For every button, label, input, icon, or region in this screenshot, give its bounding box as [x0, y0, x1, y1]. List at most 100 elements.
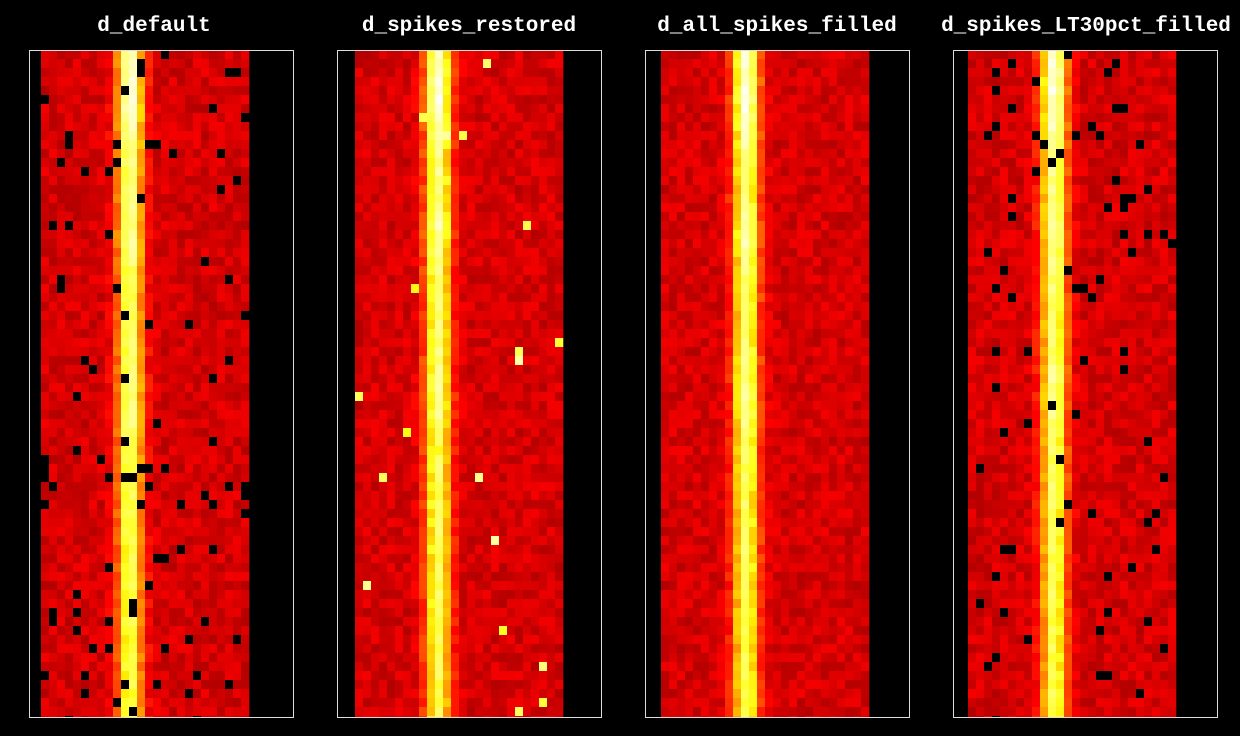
pixel — [749, 77, 757, 86]
pixel — [523, 572, 531, 581]
pixel — [483, 50, 491, 59]
pixel — [693, 284, 701, 293]
pixel — [661, 311, 669, 320]
pixel — [185, 68, 193, 77]
pixel — [395, 590, 403, 599]
pixel — [185, 563, 193, 572]
pixel — [41, 482, 49, 491]
pixel — [145, 320, 153, 329]
pixel — [379, 572, 387, 581]
pixel — [121, 293, 129, 302]
pixel — [65, 518, 73, 527]
pixel — [725, 185, 733, 194]
pixel — [113, 275, 121, 284]
pixel — [145, 608, 153, 617]
pixel — [861, 356, 869, 365]
pixel — [57, 383, 65, 392]
pixel — [451, 554, 459, 563]
pixel — [129, 491, 137, 500]
pixel — [185, 149, 193, 158]
pixel — [161, 554, 169, 563]
pixel — [57, 329, 65, 338]
pixel — [121, 662, 129, 671]
pixel — [81, 392, 89, 401]
pixel — [435, 599, 443, 608]
pixel — [113, 167, 121, 176]
pixel — [443, 410, 451, 419]
pixel — [451, 311, 459, 320]
pixel — [363, 59, 371, 68]
pixel — [491, 419, 499, 428]
pixel — [861, 374, 869, 383]
pixel — [225, 356, 233, 365]
pixel — [765, 59, 773, 68]
pixel — [403, 554, 411, 563]
pixel — [515, 374, 523, 383]
pixel — [113, 545, 121, 554]
pixel — [355, 68, 363, 77]
pixel — [459, 437, 467, 446]
pixel — [145, 203, 153, 212]
pixel — [145, 545, 153, 554]
pixel — [451, 122, 459, 131]
pixel — [701, 212, 709, 221]
pixel — [113, 383, 121, 392]
pixel — [49, 230, 57, 239]
pixel — [49, 401, 57, 410]
pixel — [411, 392, 419, 401]
pixel — [41, 410, 49, 419]
pixel — [225, 581, 233, 590]
pixel — [515, 230, 523, 239]
pixel — [193, 608, 201, 617]
pixel — [555, 347, 563, 356]
pixel — [387, 158, 395, 167]
pixel — [773, 365, 781, 374]
pixel — [97, 104, 105, 113]
pixel — [547, 572, 555, 581]
pixel — [443, 554, 451, 563]
pixel — [403, 284, 411, 293]
pixel — [129, 464, 137, 473]
pixel — [757, 284, 765, 293]
pixel — [789, 158, 797, 167]
pixel — [733, 68, 741, 77]
pixel — [233, 212, 241, 221]
pixel — [355, 194, 363, 203]
pixel — [73, 500, 81, 509]
pixel — [65, 626, 73, 635]
pixel — [459, 491, 467, 500]
pixel — [677, 257, 685, 266]
pixel — [539, 491, 547, 500]
pixel — [241, 275, 249, 284]
pixel — [387, 356, 395, 365]
pixel — [701, 221, 709, 230]
pixel — [539, 311, 547, 320]
pixel — [81, 176, 89, 185]
pixel — [233, 320, 241, 329]
pixel — [129, 392, 137, 401]
pixel — [241, 599, 249, 608]
pixel — [821, 338, 829, 347]
pixel — [177, 410, 185, 419]
pixel — [57, 239, 65, 248]
pixel — [89, 113, 97, 122]
pixel — [531, 401, 539, 410]
pixel — [49, 581, 57, 590]
pixel — [845, 131, 853, 140]
pixel — [677, 239, 685, 248]
pixel — [379, 590, 387, 599]
pixel — [475, 482, 483, 491]
pixel — [435, 356, 443, 365]
pixel — [789, 185, 797, 194]
pixel — [403, 581, 411, 590]
pixel — [749, 356, 757, 365]
pixel — [169, 329, 177, 338]
pixel — [499, 509, 507, 518]
pixel — [669, 410, 677, 419]
pixel — [233, 356, 241, 365]
pixel — [459, 455, 467, 464]
pixel — [555, 491, 563, 500]
pixel — [491, 203, 499, 212]
pixel — [539, 293, 547, 302]
pixel — [387, 338, 395, 347]
